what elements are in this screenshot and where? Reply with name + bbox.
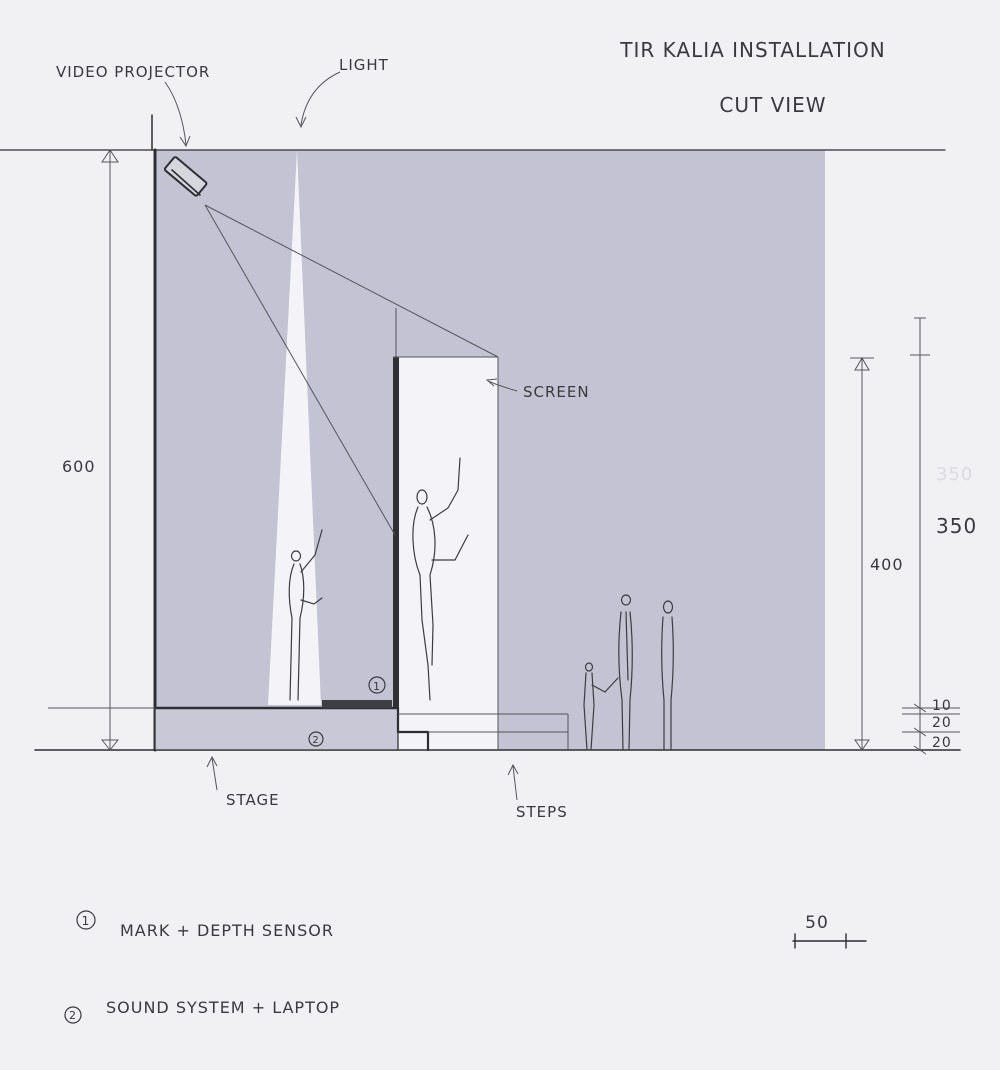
projection-ray-bottom	[204, 204, 396, 536]
projector-leader	[164, 81, 191, 148]
legend-item-2: 2 SOUND SYSTEM + LAPTOP	[64, 998, 340, 1024]
svg-text:1: 1	[82, 914, 91, 928]
dimension-screen-top	[910, 317, 930, 750]
dim-label-step-1: 10	[932, 698, 952, 714]
dim-label-350: 350	[936, 514, 977, 538]
svg-text:MARK + DEPTH SENSOR: MARK + DEPTH SENSOR	[120, 921, 334, 940]
marker-2: 2	[308, 731, 324, 747]
stage-label: STAGE	[226, 791, 280, 809]
title-line-1: TIR KALIA INSTALLATION	[619, 38, 886, 62]
stage-leader	[206, 755, 218, 791]
title-line-2: CUT VIEW	[719, 93, 826, 117]
svg-text:1: 1	[373, 680, 381, 693]
video-projector-label: VIDEO PROJECTOR	[56, 63, 210, 81]
svg-text:2: 2	[69, 1009, 77, 1022]
steps-label: STEPS	[516, 803, 568, 821]
stage-block	[154, 707, 399, 751]
legend-item-1: 1 MARK + DEPTH SENSOR	[76, 910, 334, 940]
steps-leader	[507, 763, 519, 801]
steps-profile	[396, 706, 430, 752]
screen-label: SCREEN	[523, 383, 590, 401]
screen-leader	[485, 378, 518, 392]
scale-bar-label: 50	[805, 913, 829, 933]
dim-label-step-3: 20	[932, 735, 952, 751]
light-beam	[268, 150, 321, 705]
dimension-screen-height	[850, 357, 874, 751]
svg-text:2: 2	[312, 735, 319, 746]
light-leader	[295, 71, 341, 129]
performer-figure	[288, 529, 323, 701]
light-label: LIGHT	[339, 56, 389, 74]
projection-screen	[398, 357, 498, 750]
marker-1: 1	[368, 676, 386, 694]
dim-label-400: 400	[870, 555, 904, 574]
spectator-adult-1	[618, 594, 633, 751]
scale-bar	[792, 933, 867, 949]
dim-label-step-2: 20	[932, 715, 952, 731]
svg-text:SOUND SYSTEM + LAPTOP: SOUND SYSTEM + LAPTOP	[106, 998, 340, 1017]
screen-frame	[393, 357, 399, 708]
spectator-child	[583, 662, 619, 751]
projector-icon	[163, 156, 208, 197]
sensor-box	[322, 700, 392, 708]
dimension-total-height	[100, 149, 120, 751]
projection-ray-top	[204, 204, 499, 358]
projected-figure	[412, 457, 469, 701]
dim-label-600: 600	[62, 457, 96, 476]
spectator-adult-2	[661, 600, 674, 751]
dim-label-350-ghost: 350	[936, 464, 973, 485]
dimension-step-ticks	[902, 703, 960, 755]
